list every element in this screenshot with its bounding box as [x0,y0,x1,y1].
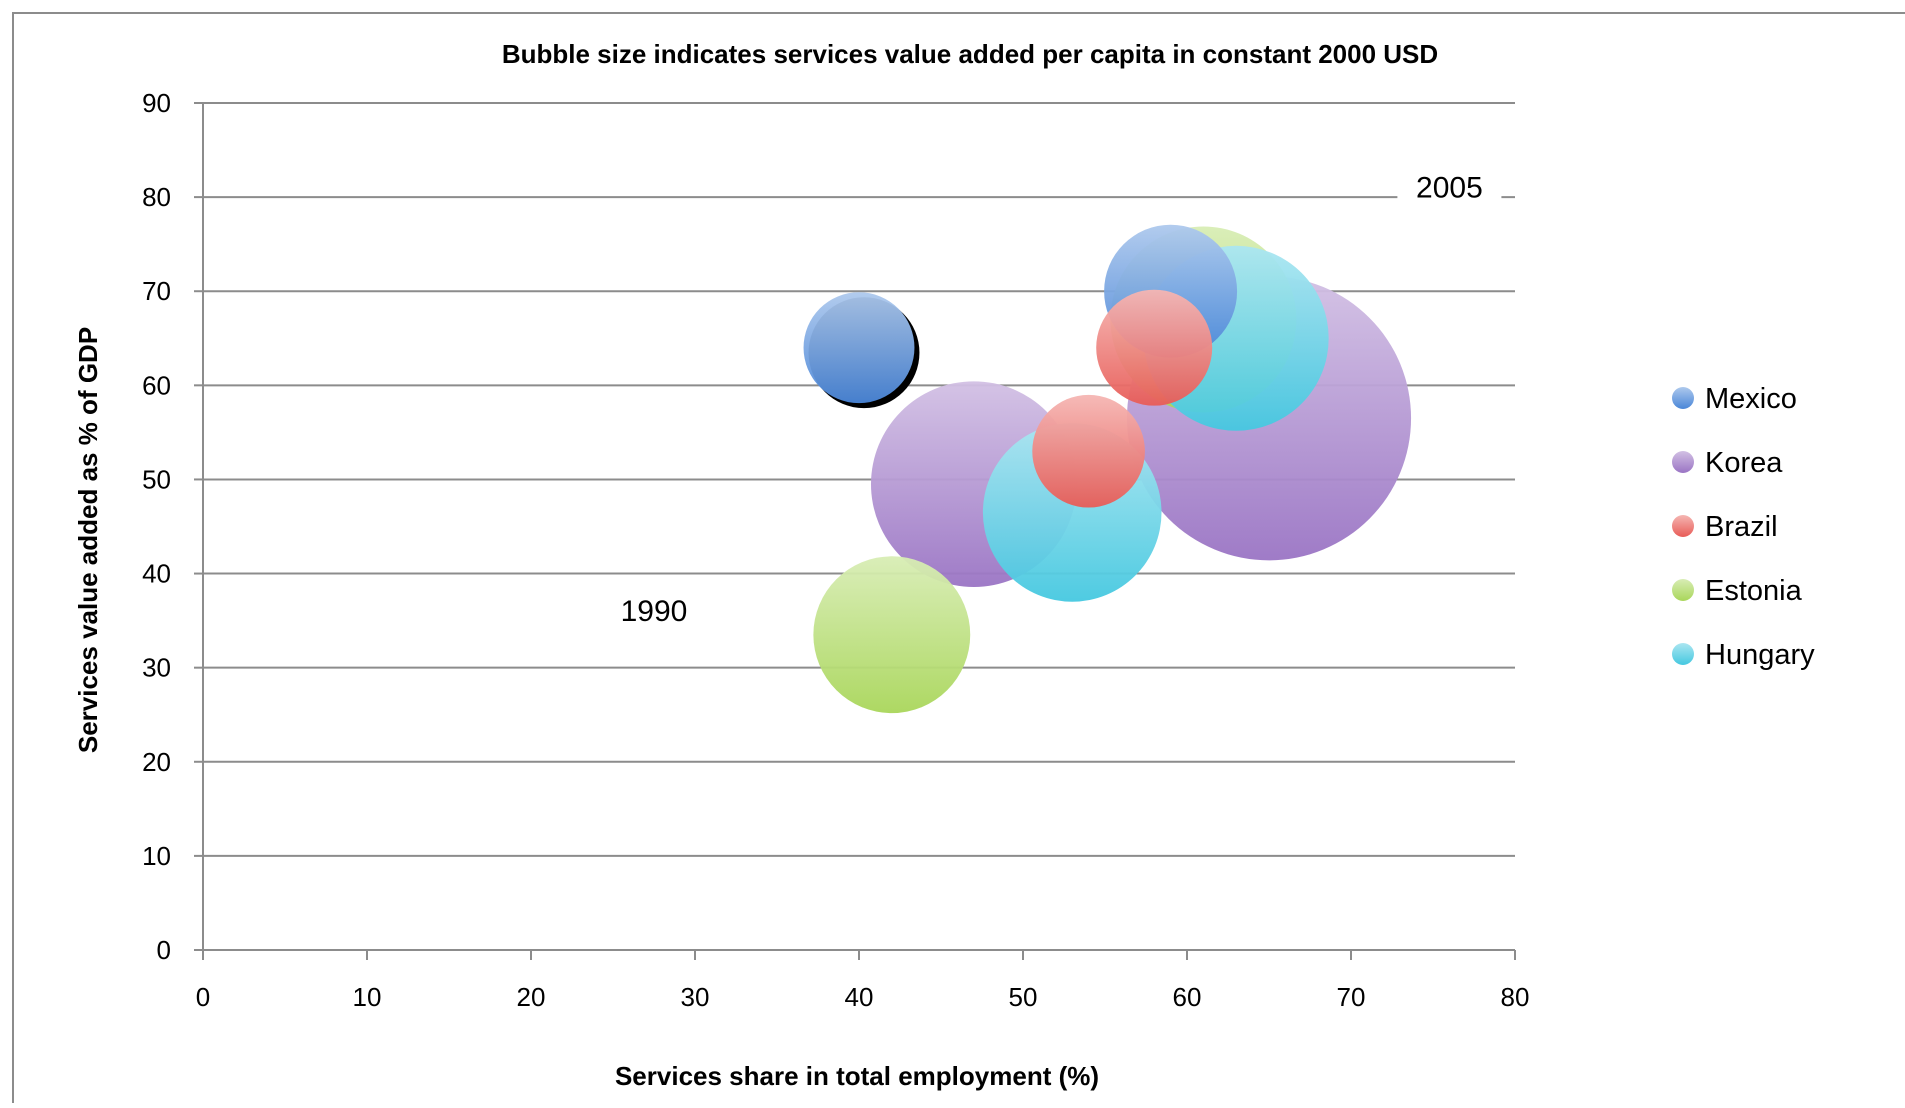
y-tick-label: 0 [157,935,171,965]
annotation-year-2005: 2005 [1416,172,1483,205]
y-tick-label: 90 [142,88,171,118]
y-axis-label: Services value added as % of GDP [73,327,103,753]
legend-swatch [1672,643,1694,665]
legend-item-mexico[interactable]: Mexico [1672,383,1797,415]
axes: 0 10 20 30 40 50 60 70 80 90 0 10 20 30 40 50 60 70 80 [142,88,1529,1012]
x-tick-label: 0 [196,982,210,1012]
bubbles-layer [803,224,1412,714]
annotations-layer: 1990 2005 [602,163,1502,632]
x-tick-label: 50 [1009,982,1038,1012]
x-tick-label: 20 [517,982,546,1012]
y-tick-label: 20 [142,747,171,777]
legend-label: Korea [1705,447,1783,479]
legend-item-brazil[interactable]: Brazil [1672,511,1778,543]
legend-item-hungary[interactable]: Hungary [1672,639,1815,671]
legend-item-estonia[interactable]: Estonia [1672,575,1803,607]
x-tick-label: 40 [845,982,874,1012]
y-tick-label: 50 [142,464,171,494]
y-tick-label: 70 [142,276,171,306]
bubble-brazil-2005[interactable] [1096,289,1213,406]
x-tick-label: 30 [681,982,710,1012]
legend-swatch [1672,387,1694,409]
x-tick-label: 10 [353,982,382,1012]
legend-swatch [1672,515,1694,537]
legend-label: Brazil [1705,511,1778,543]
bubble-brazil-1990[interactable] [1032,394,1145,508]
legend-label: Estonia [1705,575,1803,607]
chart-title: Bubble size indicates services value add… [502,39,1438,69]
legend-label: Hungary [1705,639,1815,671]
x-tick-label: 80 [1501,982,1530,1012]
legend: Mexico Korea Brazil Estonia Hungary [1672,383,1815,671]
y-tick-label: 40 [142,559,171,589]
y-tick-label: 60 [142,370,171,400]
legend-swatch [1672,451,1694,473]
y-tick-label: 30 [142,653,171,683]
annotation-year-1990: 1990 [621,595,688,628]
x-axis-label: Services share in total employment (%) [615,1061,1099,1091]
legend-swatch [1672,579,1694,601]
y-tick-label: 10 [142,841,171,871]
x-tick-label: 70 [1337,982,1366,1012]
bubble-mexico-1990[interactable] [803,292,915,404]
legend-label: Mexico [1705,383,1797,415]
annotation-bg [1397,163,1502,208]
y-tick-label: 80 [142,182,171,212]
bubble-estonia-1990[interactable] [813,556,971,714]
x-tick-label: 60 [1173,982,1202,1012]
annotation-bg [602,587,706,632]
legend-item-korea[interactable]: Korea [1672,447,1783,479]
